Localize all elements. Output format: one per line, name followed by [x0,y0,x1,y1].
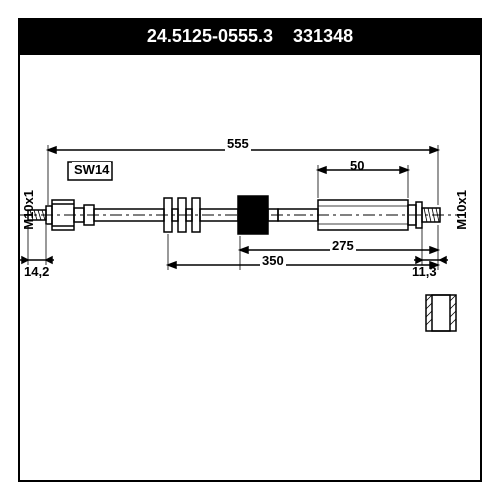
thread-right: M10x1 [454,190,469,230]
dim-50: 50 [350,158,364,173]
part-number: 24.5125-0555.3 [147,26,273,46]
dim-350: 350 [260,253,286,268]
dim-total: 555 [225,136,251,151]
label-sw: SW14 [72,162,111,177]
dim-275: 275 [330,238,356,253]
dim-right-end: 11,3 [412,264,437,279]
dim-left-end: 14,2 [24,264,49,279]
thread-left: M10x1 [21,190,36,230]
part-code: 331348 [293,26,353,46]
